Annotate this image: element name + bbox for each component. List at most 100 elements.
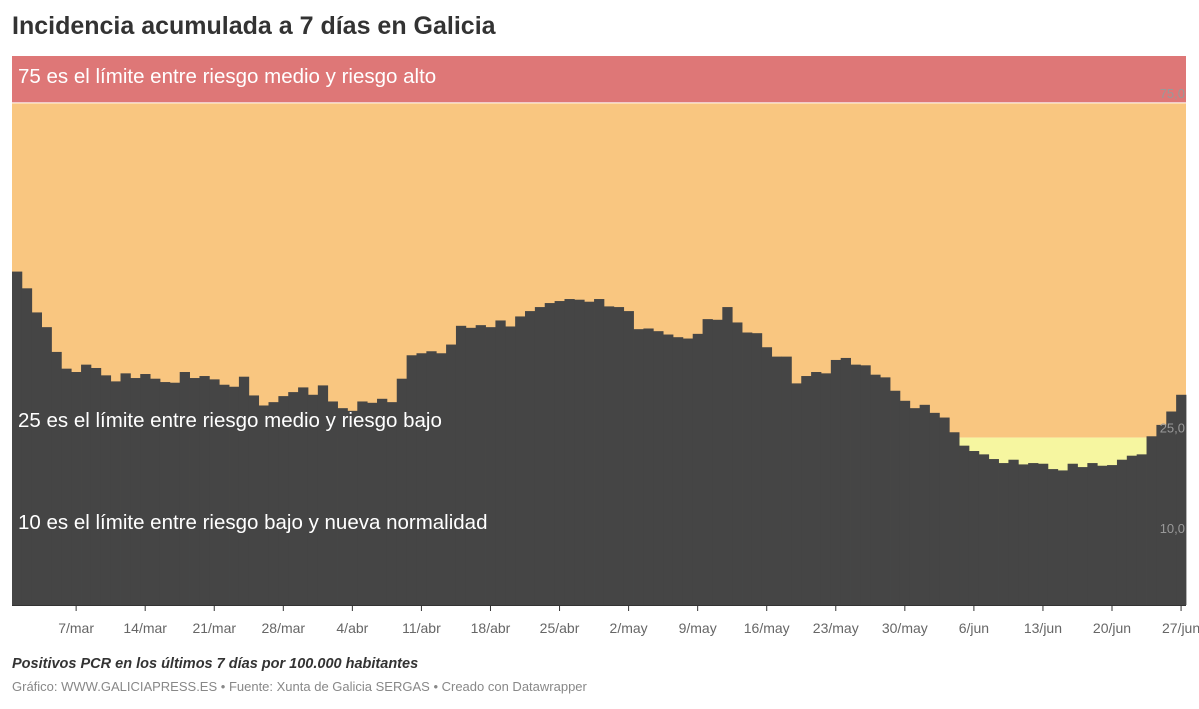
bar [998,463,1009,605]
bar [189,378,200,605]
x-axis-ticks: 7/mar 14/mar 21/mar 28/mar 4/abr 11/abr 18/abr… [58,605,1199,636]
bar [367,402,378,605]
bar [298,387,309,605]
bar [347,410,358,605]
bar [870,374,881,605]
x-tick-label: 11/abr [402,620,441,636]
bar [761,347,773,605]
bar [564,299,575,605]
bar [248,395,260,605]
bar [179,372,190,605]
threshold-value-10: 10,0 [1160,521,1185,536]
bar [1176,394,1187,605]
annotation-75: 75 es el límite entre riesgo medio y rie… [18,65,436,88]
bar [229,386,240,605]
bar [653,331,664,605]
bar [71,372,82,605]
bar [1166,411,1177,605]
bar [169,382,181,605]
bar [51,351,62,605]
bar [949,432,960,605]
x-tick-label: 2/may [610,620,648,636]
bar [643,328,654,605]
bar [327,401,338,605]
annotation-10: 10 es el límite entre riesgo bajo y nuev… [18,511,488,534]
bar [722,307,733,605]
bar [919,404,930,605]
x-tick-label: 27/jun [1162,620,1199,636]
bar [830,359,842,605]
bar [978,454,990,605]
bar [1028,463,1039,605]
bar [811,372,822,605]
bar [475,325,486,605]
bar [288,392,299,605]
bar [238,376,250,605]
x-tick-label: 7/mar [58,620,94,636]
bar [1107,465,1118,605]
bar [199,376,210,605]
x-tick-label: 14/mar [123,620,167,636]
bar [446,344,457,605]
bar [377,398,388,605]
bar [860,365,871,605]
bar [682,338,694,605]
x-tick-label: 28/mar [262,620,306,636]
threshold-value-25: 25,0 [1160,421,1185,436]
bar [41,327,52,605]
x-tick-label: 13/jun [1024,620,1062,636]
bar [81,364,92,605]
bar [820,373,832,605]
credit-creado: Creado con Datawrapper [441,679,587,694]
bar [939,417,950,605]
bar [959,445,970,605]
credit-grafico: Gráfico: WWW.GALICIAPRESS.ES [12,679,218,694]
x-tick-label: 21/mar [192,620,236,636]
chart-subtitle: Positivos PCR en los últimos 7 días por … [12,656,419,672]
bar [840,357,851,605]
bar [712,319,723,605]
bar [1008,459,1019,605]
bar [781,356,792,605]
bar [850,364,861,605]
bar [603,306,615,605]
bar [455,325,467,605]
bar [426,351,437,605]
bar [899,400,911,605]
bar [485,327,496,605]
bar [791,383,802,605]
bar [515,316,526,605]
bar [1136,454,1147,605]
x-tick-label: 6/jun [959,620,989,636]
bar [465,327,477,605]
bar [771,356,782,605]
bar [623,311,634,605]
bar [495,320,506,605]
bar [12,271,23,605]
bar [140,374,151,605]
credit-separator: • [217,679,229,694]
bar [968,451,980,605]
bar [1097,465,1108,605]
bars [12,271,1187,605]
bar [1156,424,1167,605]
bar [209,379,220,605]
bar [663,334,674,605]
bar [1047,469,1059,605]
bar [120,373,131,605]
bar [307,394,319,605]
bar [1146,436,1157,605]
bar [406,355,417,605]
bar [534,307,546,605]
bar [890,390,901,605]
bar [1126,455,1138,605]
bar [554,301,565,605]
x-tick-label: 25/abr [540,620,580,636]
bar [880,377,891,605]
bar [732,322,743,605]
bar [574,299,585,605]
x-tick-label: 4/abr [336,620,368,636]
bar [61,368,72,605]
bar [613,307,625,605]
